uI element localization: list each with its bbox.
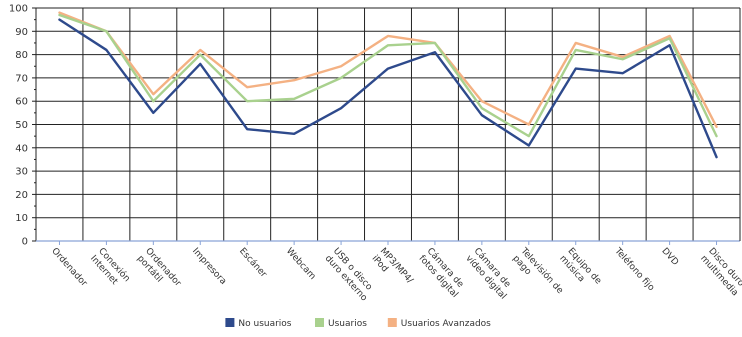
y-tick-label: 40	[15, 143, 28, 154]
y-tick-label: 90	[15, 27, 28, 38]
y-tick-label: 30	[15, 167, 28, 178]
legend-label: No usuarios	[238, 319, 291, 329]
y-tick-label: 0	[22, 237, 28, 248]
legend-swatch	[225, 318, 235, 327]
x-tick-label: Cámara defotos digital	[417, 246, 468, 300]
x-tick-label: Teléfono fijo	[612, 245, 657, 294]
legend-swatch	[387, 318, 397, 327]
x-tick-label: Cámara devídeo digital	[463, 246, 516, 301]
y-tick-labels: 0 10 20 30 40 50 60 70 80 90 100	[9, 4, 28, 248]
series-lines	[58, 11, 718, 159]
legend: No usuarios Usuarios Usuarios Avanzados	[225, 318, 491, 329]
y-tick-label: 20	[15, 190, 28, 201]
series-line-usuarios	[58, 13, 718, 138]
y-tick-label: 10	[15, 213, 28, 224]
series-line-no-usuarios	[58, 18, 718, 159]
y-tick-label: 70	[15, 73, 28, 84]
x-tick-labels: Ordenador ConexiónInternet Ordenadorportát…	[49, 245, 742, 304]
x-tick-label: Televisión depago	[510, 245, 566, 304]
x-tick-label: Equipo demúsica	[557, 246, 603, 294]
x-tick-label: USB o discoduro externo	[323, 246, 378, 303]
x-tick-label: Impresora	[190, 246, 228, 287]
x-tick-label: Escáner	[237, 246, 269, 280]
legend-label: Usuarios Avanzados	[401, 319, 491, 329]
x-tick-label: Ordenador	[49, 246, 89, 289]
x-tick-label: MP3/MP4/iPod	[370, 246, 416, 293]
x-tick-label: Webcam	[284, 246, 317, 282]
series-line-usuarios-avanzados	[58, 11, 718, 129]
x-tick-label: ConexiónInternet	[88, 246, 132, 292]
x-tick-label: Disco duromultimedia	[698, 246, 742, 298]
x-tick-label: Ordenadorportátil	[135, 246, 183, 296]
y-tick-label: 60	[15, 97, 28, 108]
y-tick-label: 100	[9, 4, 28, 15]
legend-swatch	[315, 318, 324, 327]
y-tick-label: 50	[15, 120, 28, 131]
y-tick-label: 80	[15, 50, 28, 61]
x-tick-label: DVD	[659, 246, 680, 268]
legend-label: Usuarios	[328, 319, 367, 329]
axes	[32, 7, 741, 245]
grid	[36, 7, 740, 241]
